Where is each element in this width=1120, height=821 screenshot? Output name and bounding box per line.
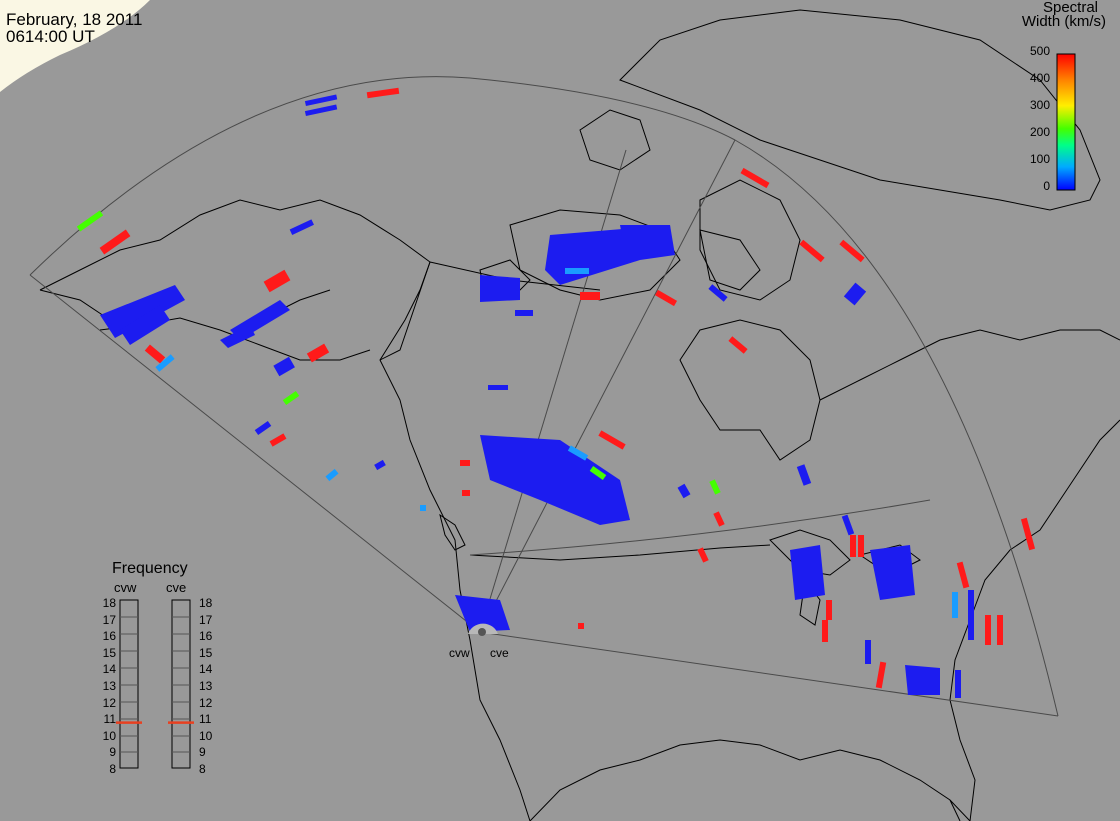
frequency-tick-right: 8 [199,762,206,776]
radar-label-cve: cve [490,646,509,660]
colorbar-title-2: Width (km/s) [1021,13,1106,30]
colorbar-tick: 300 [1029,98,1050,112]
frequency-radar-cve: cve [166,580,187,595]
frequency-tick-left: 15 [102,645,116,660]
frequency-tick-right: 12 [199,695,213,710]
frequency-tick-left: 10 [102,728,116,743]
frequency-tick-left: 16 [102,629,116,644]
frequency-tick-right: 18 [199,596,213,610]
frequency-tick-left: 12 [102,695,116,710]
frequency-tick-left: 8 [109,762,116,776]
frequency-tick-left: 18 [102,596,116,610]
frequency-tick-right: 10 [199,728,213,743]
scatter-high-width [99,87,1036,689]
colorbar-tick: 500 [1029,44,1050,58]
fov-outline [29,76,1059,717]
frequency-title: Frequency [112,560,188,577]
scatter-low-width [100,94,974,698]
radar-label-cvw: cvw [449,646,470,660]
frequency-tick-left: 11 [103,712,116,727]
frequency-tick-right: 17 [199,612,213,627]
scatter-mid-width [76,210,958,618]
frequency-radar-cvw: cvw [114,580,137,595]
frequency-bars [119,599,191,769]
frequency-tick-right: 14 [199,662,213,677]
colorbar-title-1: Spectral [1042,0,1098,16]
frequency-tick-left: 14 [102,662,116,677]
frequency-tick-left: 17 [102,612,116,627]
colorbar-tick: 100 [1029,152,1050,166]
political-borders [379,261,771,561]
colorbar-tick: 200 [1029,125,1050,139]
daylight-region [0,0,150,92]
frequency-tick-right: 16 [199,629,213,644]
frequency-tick-right: 15 [199,645,213,660]
time-label: 0614:00 UT [6,27,95,46]
frequency-tick-left: 13 [102,679,116,693]
frequency-tick-right: 11 [199,712,212,727]
radar-site [468,623,498,636]
frequency-tick-left: 9 [109,745,116,760]
colorbar [1056,53,1076,191]
date-label: February, 18 2011 [6,10,143,29]
colorbar-tick: 0 [1043,179,1050,193]
colorbar-tick: 400 [1029,71,1050,85]
frequency-tick-right: 9 [199,745,206,760]
frequency-tick-right: 13 [199,679,213,693]
